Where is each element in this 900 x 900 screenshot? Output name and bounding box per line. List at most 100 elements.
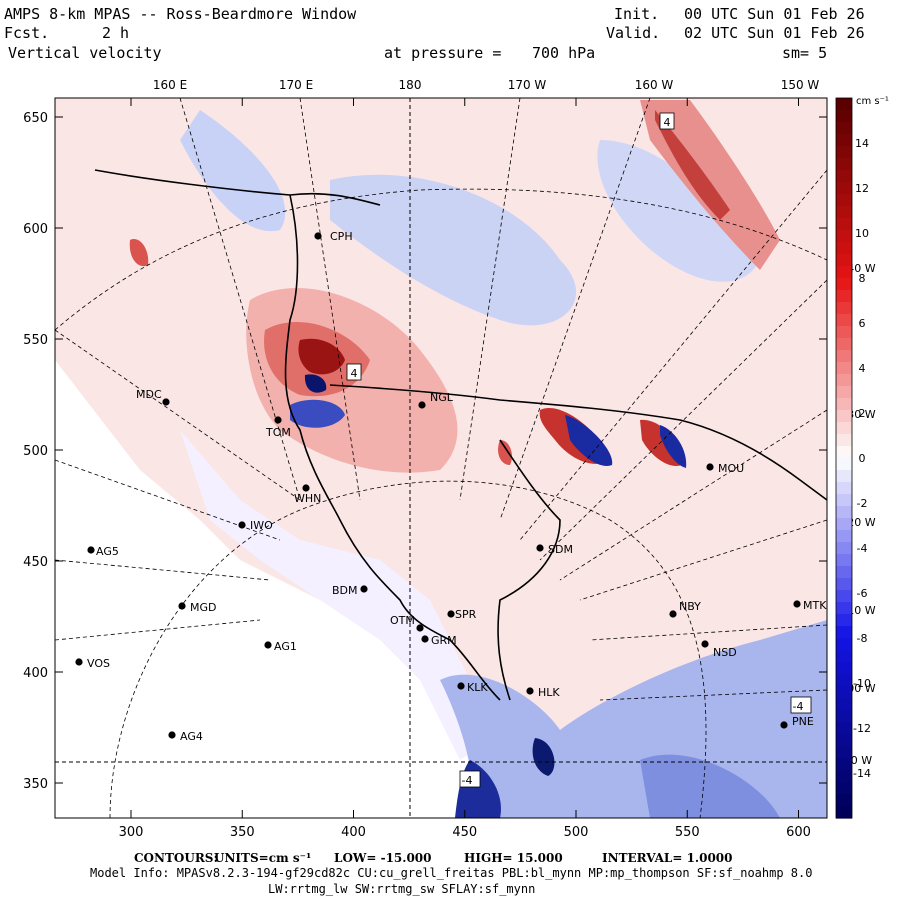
y-tick-label-350: 350	[23, 777, 48, 792]
top-lon-label-5: 150 W	[781, 78, 820, 92]
station-dot-iwo	[238, 521, 246, 529]
y-tick-label-400: 400	[23, 666, 48, 681]
footer-high: HIGH= 15.000	[464, 851, 563, 865]
station-dot-klk	[457, 682, 465, 690]
footer-model-info-line2: LW:rrtmg_lw SW:rrtmg_sw SFLAY:sf_mynn	[268, 882, 536, 896]
meridian-120e	[55, 619, 261, 641]
colorbar-frame	[835, 97, 853, 819]
meridian-130e	[55, 559, 271, 581]
station-dot-spr	[447, 610, 455, 618]
descent-core-central	[290, 399, 345, 428]
y-tick-label-550: 550	[23, 333, 48, 348]
colorbar-label--2: -2	[857, 497, 868, 510]
station-label-whn: WHN	[294, 492, 321, 505]
descent-patch-northeast	[597, 140, 760, 282]
station-dot-ngl	[418, 401, 426, 409]
station-dot-bdm	[360, 585, 368, 593]
ascent-core-northeast	[655, 110, 730, 220]
footer-low: LOW= -15.000	[334, 851, 432, 865]
station-dot-cph	[314, 232, 322, 240]
colorbar-segment	[836, 578, 852, 591]
x-tick-label-500: 500	[564, 825, 589, 840]
plot-title: AMPS 8-km MPAS -- Ross-Beardmore Window	[4, 5, 357, 23]
station-label-ngl: NGL	[430, 391, 454, 404]
station-label-mgd: MGD	[190, 601, 217, 614]
colorbar-segment	[836, 782, 852, 795]
colorbar-segment	[836, 254, 852, 267]
colorbar-segment	[836, 518, 852, 531]
x-axis: 300 350 400 450 500 550 600	[119, 98, 811, 840]
colorbar-label--4: -4	[857, 542, 868, 555]
station-label-mdc: MDC	[136, 388, 162, 401]
descent-core-east	[660, 425, 687, 468]
colorbar-segment	[836, 554, 852, 567]
top-lon-label-0: 160 E	[153, 78, 187, 92]
colorbar-segment	[836, 710, 852, 723]
station-label-mou: MOU	[718, 462, 744, 475]
y-tick-label-650: 650	[23, 111, 48, 126]
init-time: 00 UTC Sun 01 Feb 26	[684, 5, 865, 23]
colorbar-segment	[836, 482, 852, 495]
station-dot-mtk	[793, 600, 801, 608]
top-lon-label-1: 170 E	[279, 78, 313, 92]
colorbar-segment	[836, 758, 852, 771]
x-tick-label-600: 600	[786, 825, 811, 840]
station-dot-otm	[416, 624, 424, 632]
colorbar-segment	[836, 326, 852, 339]
colorbar-segment	[836, 650, 852, 663]
station-label-hlk: HLK	[538, 686, 560, 699]
colorbar-label--12: -12	[853, 722, 871, 735]
colorbar-segment	[836, 794, 852, 807]
colorbar-segment	[836, 722, 852, 735]
meridian-160e	[179, 98, 301, 501]
meridian-120w	[579, 519, 827, 601]
station-dot-vos	[75, 658, 83, 666]
ascent-patch-west	[129, 239, 149, 267]
station-label-mtk: MTK	[803, 599, 827, 612]
descent-core-mid	[565, 415, 613, 466]
colorbar-segment	[836, 314, 852, 327]
x-tick-label-450: 450	[452, 825, 477, 840]
station-label-ag4: AG4	[180, 730, 203, 743]
y-tick-label-450: 450	[23, 555, 48, 570]
colorbar-segment	[836, 674, 852, 687]
colorbar-segment	[836, 734, 852, 747]
colorbar-segment	[836, 278, 852, 291]
colorbar-segment	[836, 206, 852, 219]
station-label-vos: VOS	[87, 657, 110, 670]
colorbar-segment	[836, 686, 852, 699]
extrema-labels: 4 4 -4 -4	[346, 112, 812, 788]
colorbar-segment	[836, 422, 852, 435]
no-data-region	[55, 360, 500, 818]
x-tick-label-350: 350	[230, 825, 255, 840]
coastline-north	[94, 169, 381, 206]
meridian-110w	[589, 624, 827, 641]
top-lon-label-2: 180	[399, 78, 422, 92]
y-tick-label-500: 500	[23, 444, 48, 459]
colorbar-segment	[836, 338, 852, 351]
station-label-nby: NBY	[679, 600, 701, 613]
latitude-circle-inner	[109, 480, 707, 818]
meridian-150w	[519, 169, 827, 541]
station-dot-ag4	[168, 731, 176, 739]
station-dot-grm	[421, 635, 429, 643]
descent-patch-north	[330, 174, 577, 326]
station-dot-hlk	[526, 687, 534, 695]
meridian-150e	[55, 329, 301, 501]
colorbar-segment	[836, 242, 852, 255]
colorbar-segment	[836, 614, 852, 627]
colorbar-segment	[836, 266, 852, 279]
ascent-patch-small	[498, 440, 512, 465]
colorbar-segment	[836, 458, 852, 471]
colorbar-label-6: 6	[859, 317, 866, 330]
top-longitude-labels: 160 E 170 E 180 170 W 160 W 150 W	[153, 78, 820, 92]
colorbar-segment	[836, 770, 852, 783]
colorbar-label--8: -8	[857, 632, 868, 645]
colorbar-segment	[836, 806, 852, 819]
station-label-pne: PNE	[792, 715, 814, 728]
colorbar-segment	[836, 122, 852, 135]
ascent-core-central	[298, 338, 345, 375]
station-dot-pne	[780, 721, 788, 729]
y-tick-label-600: 600	[23, 222, 48, 237]
